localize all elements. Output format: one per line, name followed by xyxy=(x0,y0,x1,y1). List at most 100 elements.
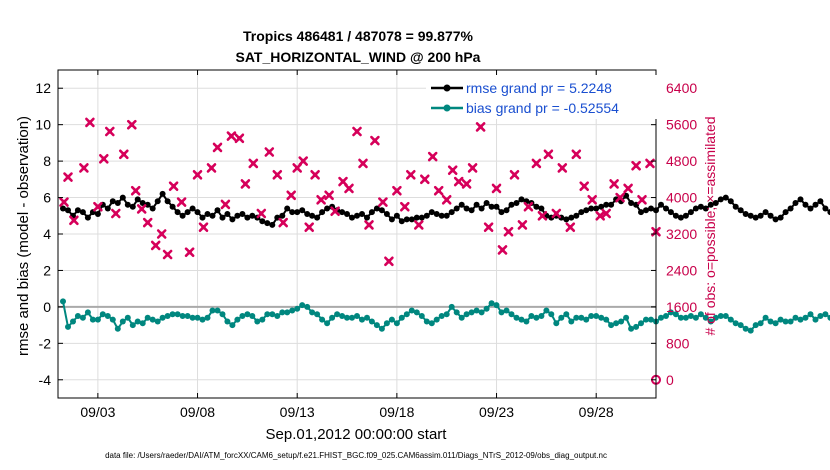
obs-assimilated-point xyxy=(467,163,478,173)
obs-x-center xyxy=(402,204,407,209)
rmse-point xyxy=(299,207,306,214)
rmse-point xyxy=(583,207,590,214)
obs-assimilated-point xyxy=(85,117,95,128)
bias-point xyxy=(129,322,136,329)
rmse-point xyxy=(777,214,784,221)
bias-point xyxy=(538,313,545,319)
obs-assimilated-point xyxy=(483,222,494,232)
rmse-point xyxy=(324,205,331,212)
obs-assimilated-point xyxy=(571,149,582,160)
obs-x-center xyxy=(179,199,184,205)
obs-x-center xyxy=(295,165,300,171)
rmse-point xyxy=(663,205,669,212)
obs-assimilated-point xyxy=(392,185,402,196)
rmse-point xyxy=(598,203,605,210)
rmse-point xyxy=(174,209,181,216)
obs-x-center xyxy=(312,172,318,177)
rmse-point xyxy=(344,211,350,217)
obs-assimilated-point xyxy=(248,158,259,169)
rmse-point xyxy=(658,201,664,208)
bias-point xyxy=(747,327,754,334)
obs-x-center xyxy=(121,152,126,157)
bias-point xyxy=(393,320,400,327)
bias-point xyxy=(224,318,231,325)
rmse-point xyxy=(359,211,365,217)
rmse-point xyxy=(767,212,774,219)
obs-x-center xyxy=(87,120,93,125)
bias-point xyxy=(593,313,600,319)
y-axis-left: -4 -2 0 2 4 6 8 10 12 xyxy=(35,80,63,388)
obs-x-center xyxy=(647,161,653,166)
rmse-point xyxy=(204,211,211,217)
obs-x-center xyxy=(639,197,645,202)
obs-assimilated-point xyxy=(615,192,625,203)
obs-assimilated-point xyxy=(298,156,309,166)
bias-point xyxy=(737,322,744,329)
bias-point xyxy=(319,316,326,323)
bias-point xyxy=(658,314,664,321)
bias-point xyxy=(608,322,615,329)
obs-x-center xyxy=(380,199,386,205)
obs-assimilated-point xyxy=(631,160,641,171)
obs-assimilated-point xyxy=(413,220,424,230)
rmse-point xyxy=(762,209,769,216)
obs-assimilated-point xyxy=(220,199,231,210)
bias-point xyxy=(672,311,679,318)
bias-point xyxy=(144,314,151,321)
rmse-point xyxy=(563,216,570,223)
obs-assimilated-point xyxy=(212,142,223,153)
obs-assimilated-point xyxy=(543,149,554,160)
bias-point xyxy=(563,311,570,318)
bias-point xyxy=(359,316,365,323)
rmse-point xyxy=(677,214,684,221)
bias-point xyxy=(513,314,520,321)
obs-x-center xyxy=(95,204,101,209)
rmse-point xyxy=(219,214,226,221)
rmse-line xyxy=(62,192,830,227)
rmse-point xyxy=(164,198,171,205)
rmse-point xyxy=(423,212,430,219)
obs-x-center xyxy=(554,211,559,216)
bias-point xyxy=(304,303,311,310)
obs-assimilated-point xyxy=(352,126,362,137)
obs-assimilated-point xyxy=(565,222,576,232)
obs-assimilated-point xyxy=(256,208,267,219)
y-axis-label: rmse and bias (model - observation) xyxy=(15,116,32,356)
rmse-point xyxy=(648,205,654,212)
rmse-point xyxy=(129,203,136,210)
obs-assimilated-point xyxy=(162,249,173,260)
bias-point xyxy=(249,313,256,319)
obs-x-center xyxy=(372,138,378,143)
obs-x-center xyxy=(625,186,631,191)
bias-point xyxy=(677,314,684,321)
obs-x-center xyxy=(223,202,228,207)
obs-x-center xyxy=(346,186,352,191)
bias-point xyxy=(169,311,176,318)
rmse-point xyxy=(74,207,81,214)
y-right-tick-label: 4800 xyxy=(666,153,697,169)
rmse-point xyxy=(697,203,704,210)
bias-point xyxy=(383,320,390,327)
rmse-point xyxy=(568,214,575,221)
bias-point xyxy=(214,307,221,314)
obs-x-center xyxy=(520,222,525,228)
bias-point xyxy=(797,316,804,323)
rmse-point xyxy=(368,209,375,216)
obs-assimilated-point xyxy=(637,195,647,205)
rmse-point xyxy=(608,201,615,208)
bias-point xyxy=(663,313,669,319)
bias-point xyxy=(373,322,380,329)
legend-rmse-label: rmse grand pr = 5.2248 xyxy=(466,80,612,96)
rmse-point xyxy=(827,209,830,216)
obs-assimilated-point xyxy=(150,240,161,251)
obs-x-center xyxy=(360,161,366,166)
rmse-point xyxy=(692,205,699,212)
obs-assimilated-point xyxy=(119,149,129,160)
obs-x-center xyxy=(332,209,338,214)
bias-point xyxy=(269,311,276,318)
bias-series xyxy=(60,298,830,334)
bias-point xyxy=(398,314,405,321)
obs-x-center xyxy=(526,204,531,209)
obs-assimilated-point xyxy=(234,133,245,144)
obs-assimilated-point xyxy=(579,181,590,191)
